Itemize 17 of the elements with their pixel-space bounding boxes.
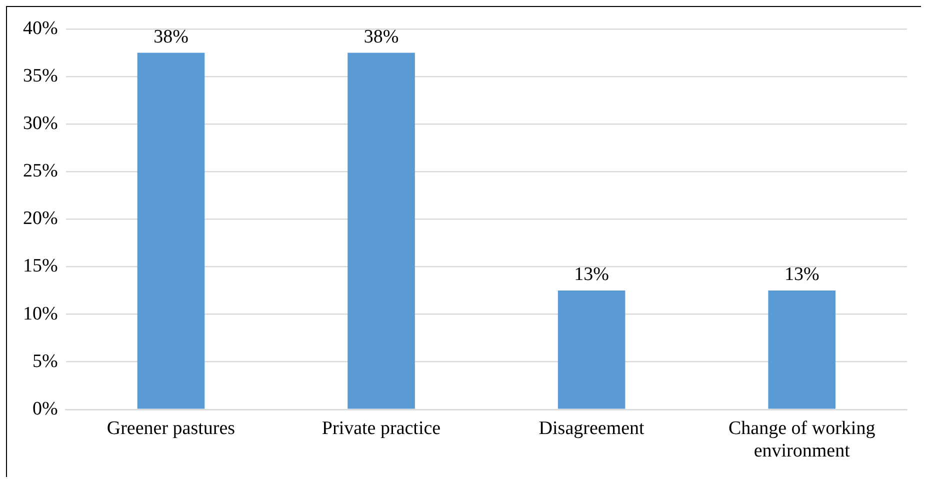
y-tick-label: 5%	[32, 350, 58, 372]
y-tick-label: 25%	[23, 160, 58, 182]
data-label: 13%	[574, 264, 610, 286]
x-tick-label: Greener pastures	[106, 418, 236, 439]
y-tick-label: 15%	[23, 256, 58, 277]
y-tick-label: 40%	[23, 18, 58, 39]
y-tick-label: 30%	[23, 113, 58, 134]
x-tick-label: Disagreement	[538, 418, 646, 439]
data-label: 13%	[784, 264, 820, 286]
x-tick-label: Private practice	[322, 418, 441, 439]
x-tick-label: Change of working environment	[728, 418, 876, 462]
data-label: 38%	[154, 26, 189, 48]
y-tick-label: 35%	[23, 66, 58, 87]
y-tick-label: 0%	[32, 398, 58, 420]
y-tick-label: 10%	[23, 303, 58, 324]
data-label: 38%	[364, 26, 399, 48]
y-tick-label: 20%	[23, 208, 58, 230]
